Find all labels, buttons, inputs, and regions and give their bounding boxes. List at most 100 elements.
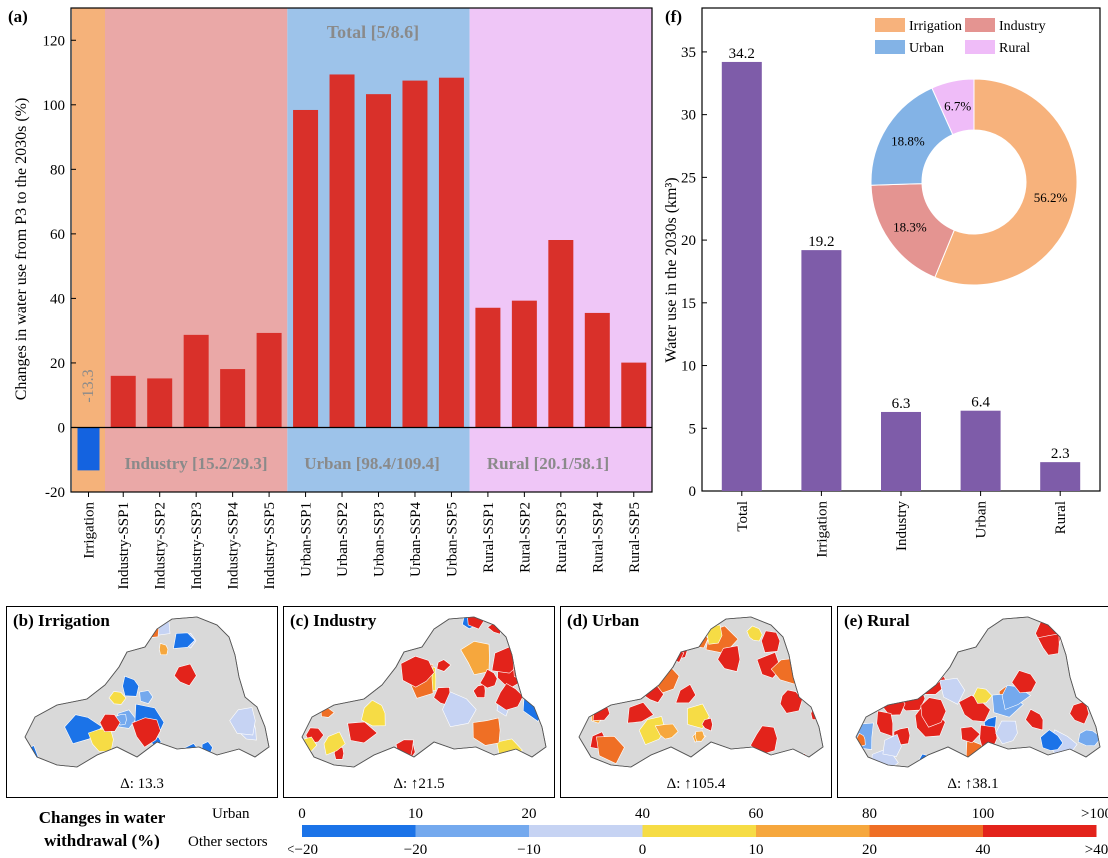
map-industry bbox=[301, 616, 547, 768]
panel-f-chart: 0 5 10 15 20 25 30 35 Total Irrigation Industry Urb… bbox=[663, 7, 1101, 558]
map-region bbox=[1040, 729, 1064, 751]
map-region bbox=[586, 666, 606, 681]
legend-label: Rural bbox=[999, 41, 1030, 56]
basin-border bbox=[24, 616, 270, 768]
y-tick-label: 0 bbox=[58, 420, 66, 436]
bar bbox=[77, 427, 100, 471]
map-region bbox=[798, 672, 823, 698]
x-tick-label: Urban-SSP5 bbox=[444, 502, 460, 577]
colorbar-segment bbox=[756, 825, 870, 837]
map-region bbox=[1025, 708, 1044, 731]
legend-swatch bbox=[875, 40, 905, 54]
map-region bbox=[890, 662, 918, 691]
data-label: 6.4 bbox=[971, 395, 990, 411]
slice-label: 56.2% bbox=[1034, 190, 1068, 205]
map-region bbox=[495, 683, 524, 711]
map-title: (e) Rural bbox=[844, 611, 910, 630]
map-delta: Δ: ↑105.4 bbox=[666, 776, 726, 792]
y-tick-label: 5 bbox=[689, 421, 697, 437]
map-panel-irrigation: (b) Irrigation Δ: 13.3 bbox=[6, 606, 278, 798]
y-tick-label: 60 bbox=[50, 227, 65, 243]
map-region bbox=[131, 717, 161, 748]
donut-slice bbox=[934, 78, 1078, 286]
map-region bbox=[717, 645, 741, 672]
map-region bbox=[77, 656, 95, 675]
map-region bbox=[913, 636, 941, 658]
map-region bbox=[182, 749, 210, 767]
bar bbox=[293, 109, 319, 428]
data-label: 34.2 bbox=[729, 46, 755, 62]
map-region bbox=[655, 627, 679, 648]
map-region bbox=[472, 717, 501, 746]
map-region bbox=[750, 725, 778, 755]
data-label: 2.3 bbox=[1051, 446, 1070, 462]
y-tick-label: 20 bbox=[50, 356, 65, 372]
map-region bbox=[1086, 654, 1100, 675]
map-region bbox=[779, 689, 803, 714]
colorbar-segment bbox=[529, 825, 643, 837]
y-tick-label: 40 bbox=[50, 291, 65, 307]
x-tick-label: Industry-SSP5 bbox=[262, 502, 278, 590]
x-tick-label: Rural-SSP3 bbox=[554, 502, 570, 573]
map-region bbox=[775, 618, 788, 630]
map-region bbox=[66, 673, 83, 687]
map-region bbox=[479, 668, 498, 689]
bar bbox=[183, 334, 209, 428]
map-region bbox=[25, 653, 41, 675]
bar bbox=[256, 332, 282, 428]
data-label: 6.3 bbox=[892, 396, 911, 412]
map-region bbox=[594, 658, 628, 681]
x-tick-label: Industry bbox=[894, 501, 910, 551]
bar bbox=[548, 239, 574, 428]
bar bbox=[721, 61, 762, 491]
map-region bbox=[654, 723, 679, 740]
x-tick-label: Urban bbox=[974, 501, 990, 539]
map-region bbox=[808, 680, 823, 704]
y-tick-label: 0 bbox=[689, 484, 697, 500]
colorbar: 0 10 20 40 60 80 100 >100 <−20 −20 −10 0 10 20 40 >40 bbox=[288, 806, 1108, 858]
map-region bbox=[173, 663, 197, 687]
map-region bbox=[1077, 729, 1100, 747]
map-region bbox=[25, 630, 46, 657]
colorbar-segment bbox=[302, 825, 416, 837]
map-region bbox=[995, 720, 1018, 745]
bar bbox=[511, 300, 537, 428]
colorbar-top-tick: 80 bbox=[862, 806, 877, 822]
legend-swatch bbox=[875, 18, 905, 32]
map-region bbox=[891, 670, 909, 685]
donut-slice bbox=[931, 78, 975, 136]
y-tick-label: 80 bbox=[50, 162, 65, 178]
x-tick-label: Rural-SSP4 bbox=[590, 502, 606, 573]
map-region bbox=[939, 677, 966, 705]
map-region bbox=[1082, 617, 1095, 632]
map-region bbox=[129, 617, 160, 639]
map-region bbox=[400, 655, 435, 688]
donut-slice bbox=[870, 183, 955, 278]
x-tick-label: Total bbox=[735, 501, 751, 532]
group-label-rural: Rural [20.1/58.1] bbox=[487, 454, 609, 473]
map-region bbox=[675, 683, 697, 704]
basin-border bbox=[301, 616, 547, 768]
map-region bbox=[315, 636, 339, 660]
x-tick-label: Irrigation bbox=[814, 501, 830, 558]
x-tick-label: Industry-SSP3 bbox=[189, 502, 205, 590]
map-region bbox=[926, 646, 947, 671]
map-region bbox=[229, 707, 256, 736]
map-region bbox=[720, 753, 747, 767]
share-donut: 56.2% 18.3% 18.8% 6.7% bbox=[870, 78, 1078, 286]
map-region bbox=[596, 735, 625, 765]
legend-label: Industry bbox=[999, 19, 1046, 34]
bar bbox=[329, 74, 355, 428]
x-tick-label: Urban-SSP2 bbox=[335, 502, 351, 577]
map-region bbox=[666, 632, 689, 661]
legend-label: Urban bbox=[909, 41, 944, 56]
plot-frame bbox=[70, 7, 653, 493]
band-irrigation bbox=[72, 8, 105, 492]
map-region bbox=[442, 691, 477, 728]
map-region bbox=[593, 631, 614, 657]
map-region bbox=[361, 699, 386, 727]
colorbar-bottom-tick: −10 bbox=[517, 842, 540, 858]
bar bbox=[110, 375, 136, 428]
bar bbox=[475, 307, 501, 428]
map-region bbox=[516, 636, 538, 658]
